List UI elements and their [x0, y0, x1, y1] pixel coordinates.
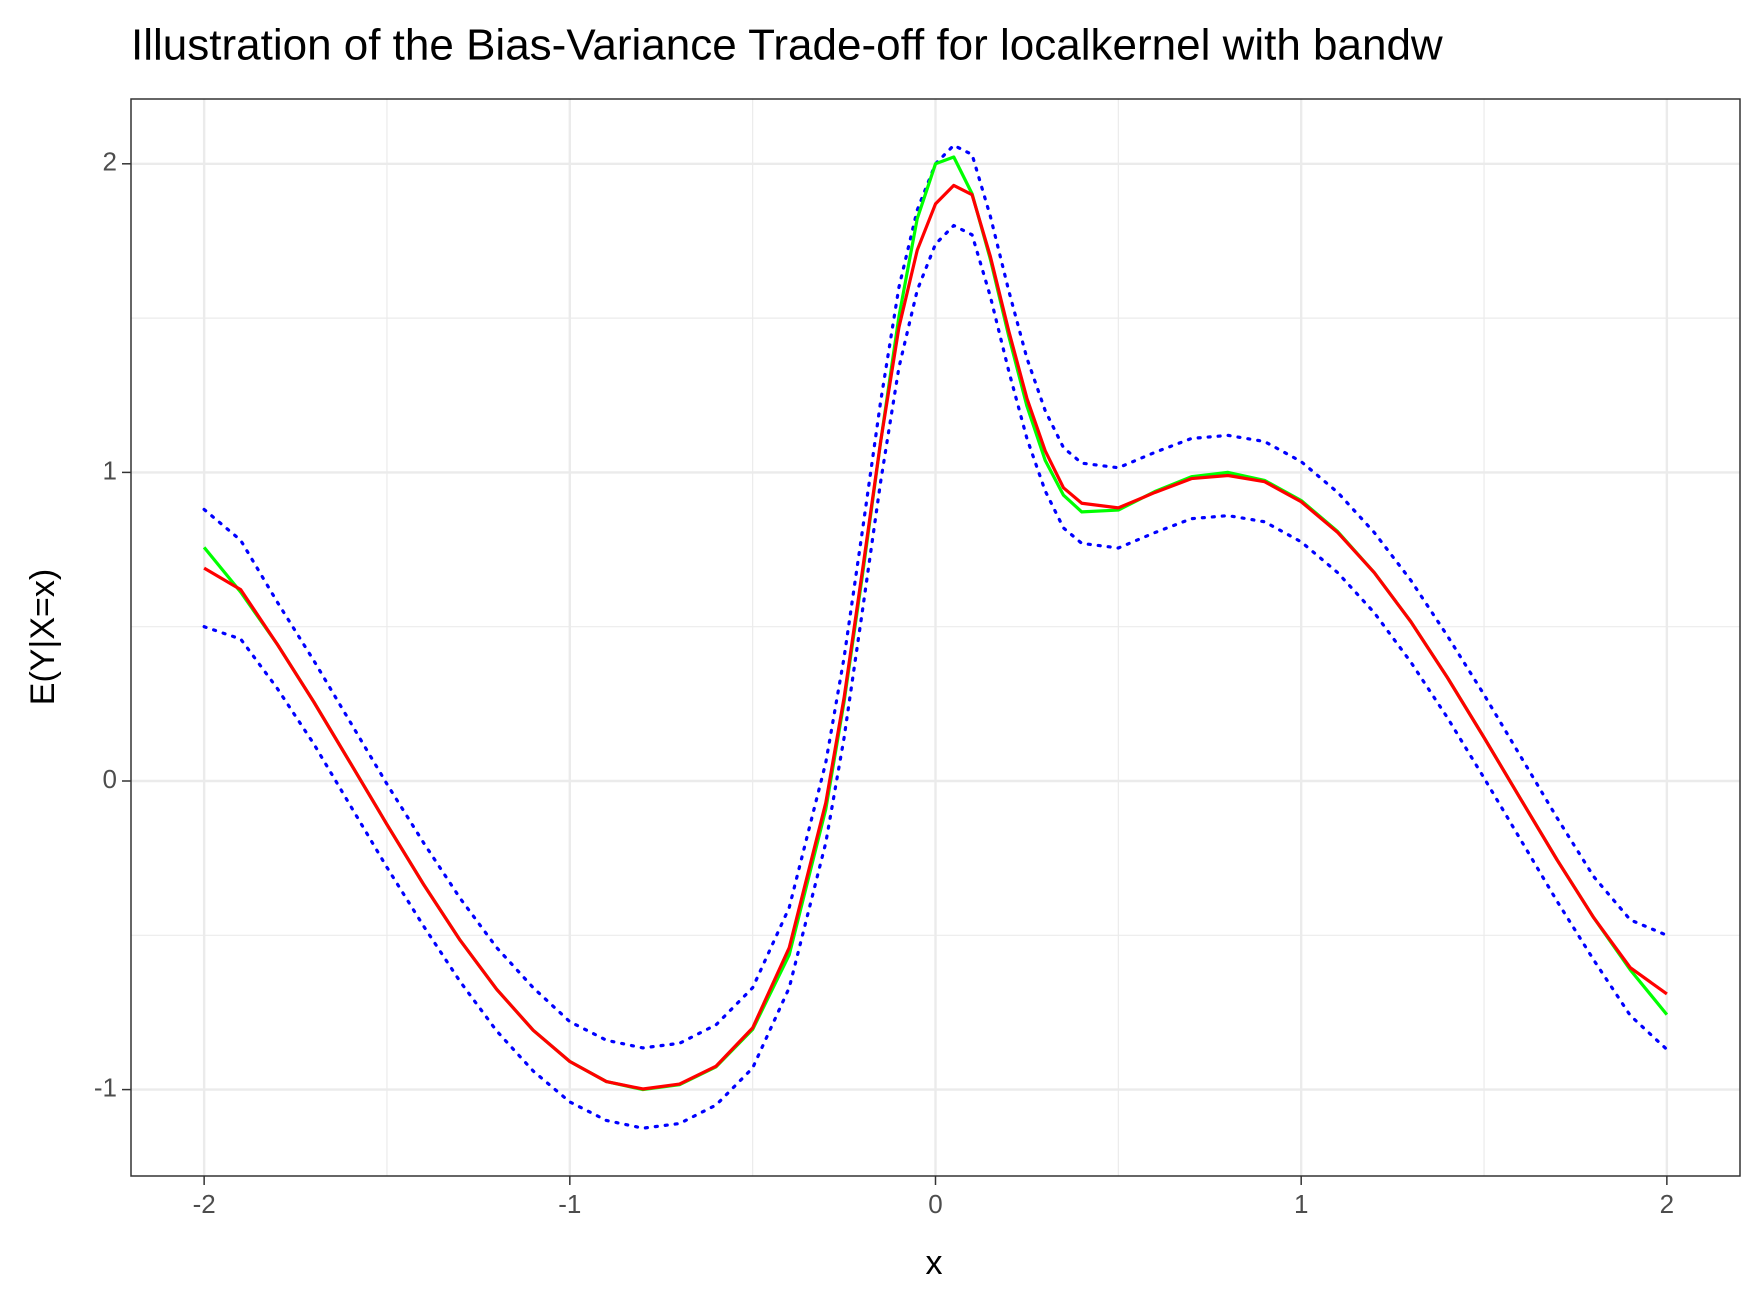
x-tick-label: -1	[558, 1189, 581, 1219]
x-tick-label: 2	[1660, 1189, 1674, 1219]
x-tick-label: 0	[928, 1189, 942, 1219]
series-line	[203, 183, 1668, 1091]
y-tick-label: 1	[103, 455, 117, 485]
plot-border	[130, 98, 1741, 1177]
x-axis-label: x	[926, 1244, 943, 1282]
chart-title: Illustration of the Bias-Variance Trade-…	[131, 21, 1443, 70]
series-line	[202, 143, 1669, 1050]
y-tick-label: 0	[103, 764, 117, 794]
y-axis-label: E(Y|X=x)	[24, 569, 62, 705]
x-tick-label: -2	[193, 1189, 216, 1219]
y-tick-label: -1	[94, 1072, 117, 1102]
y-tick-label: 2	[103, 147, 117, 177]
x-tick-label: 1	[1294, 1189, 1308, 1219]
